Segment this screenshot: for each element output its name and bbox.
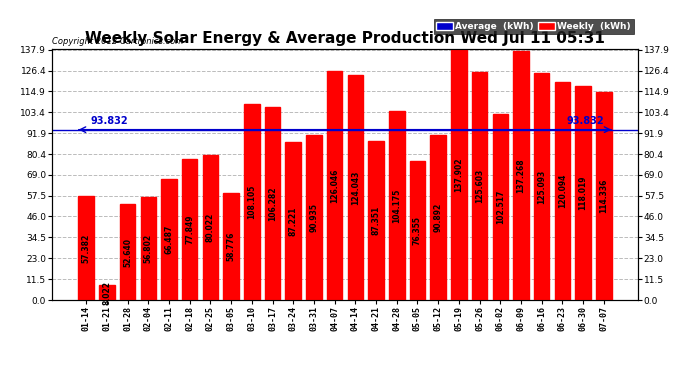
Bar [472,72,487,300]
Text: 93.832: 93.832 [566,116,604,126]
Text: Copyright 2012 Cartronics.com: Copyright 2012 Cartronics.com [52,37,183,46]
Bar [389,111,404,300]
Bar [99,285,115,300]
Text: 118.019: 118.019 [579,176,588,210]
Bar [451,50,466,300]
Bar [203,155,218,300]
Text: 125.093: 125.093 [538,170,546,204]
Bar [493,114,508,300]
Bar [224,193,239,300]
Text: 120.094: 120.094 [558,174,567,208]
Bar [555,82,570,300]
Text: 137.268: 137.268 [517,158,526,193]
Title: Weekly Solar Energy & Average Production Wed Jul 11 05:31: Weekly Solar Energy & Average Production… [85,31,605,46]
Bar [368,141,384,300]
Text: 93.832: 93.832 [90,116,128,126]
Bar [161,179,177,300]
Text: 124.043: 124.043 [351,170,360,205]
Text: 125.603: 125.603 [475,169,484,203]
Text: 80.022: 80.022 [206,213,215,242]
Text: 8.022: 8.022 [102,281,111,305]
Text: 87.351: 87.351 [371,206,381,236]
Text: 58.776: 58.776 [226,232,235,261]
Text: 126.046: 126.046 [330,168,339,203]
Bar [327,71,342,300]
Text: 52.640: 52.640 [123,238,132,267]
Bar [120,204,135,300]
Text: 90.892: 90.892 [434,203,443,232]
Text: 106.282: 106.282 [268,186,277,221]
Bar [79,196,94,300]
Legend: Average  (kWh), Weekly  (kWh): Average (kWh), Weekly (kWh) [433,20,633,34]
Bar [534,73,549,300]
Text: 137.902: 137.902 [455,158,464,192]
Text: 87.221: 87.221 [288,206,297,236]
Bar [244,104,259,300]
Text: 114.336: 114.336 [600,179,609,213]
Bar [141,197,156,300]
Text: 102.517: 102.517 [496,190,505,224]
Text: 108.105: 108.105 [247,184,256,219]
Bar [348,75,363,300]
Bar [431,135,446,300]
Bar [596,92,611,300]
Bar [513,51,529,300]
Bar [265,107,280,300]
Bar [286,142,301,300]
Text: 66.487: 66.487 [164,225,173,254]
Bar [410,161,425,300]
Text: 56.802: 56.802 [144,234,152,263]
Text: 77.849: 77.849 [185,214,194,244]
Text: 90.935: 90.935 [309,203,319,232]
Bar [306,135,322,300]
Text: 104.175: 104.175 [393,188,402,223]
Text: 57.382: 57.382 [81,233,90,262]
Bar [575,86,591,300]
Bar [182,159,197,300]
Text: 76.355: 76.355 [413,216,422,245]
